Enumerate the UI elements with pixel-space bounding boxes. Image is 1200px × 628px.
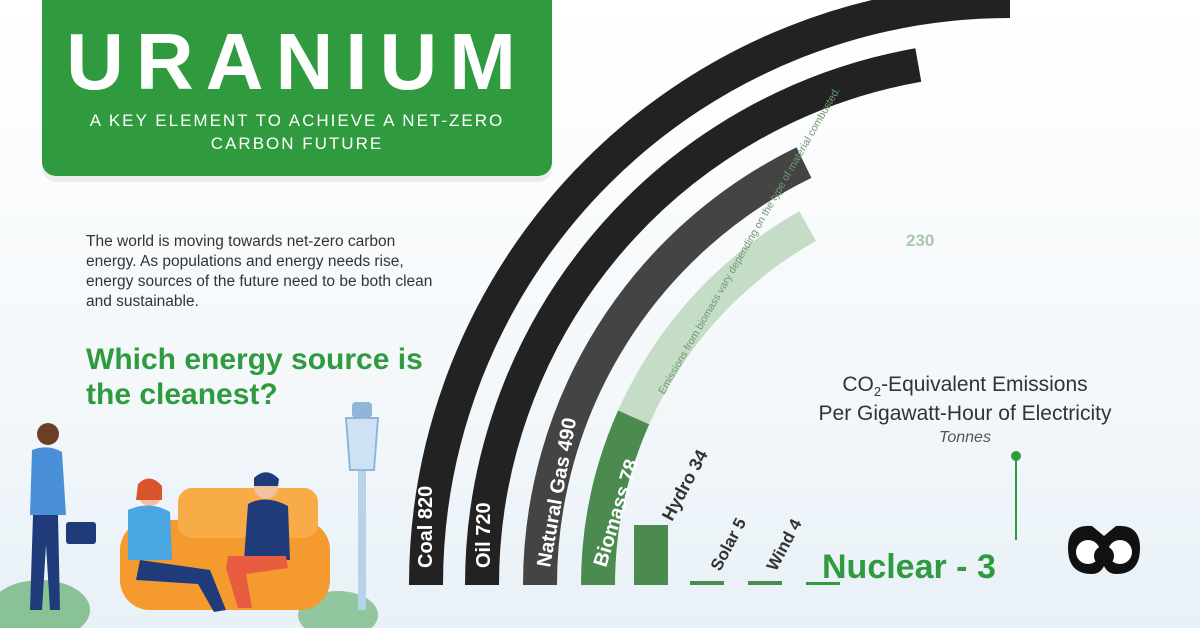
title-card: URANIUM A KEY ELEMENT TO ACHIEVE A NET-Z… xyxy=(42,0,552,176)
question-heading: Which energy source is the cleanest? xyxy=(86,343,423,412)
solar-label: Solar 5 xyxy=(707,515,750,574)
hydro-label: Hydro 34 xyxy=(658,446,712,523)
page-subtitle: A KEY ELEMENT TO ACHIEVE A NET-ZERO CARB… xyxy=(89,111,505,153)
coal-label: Coal 820 xyxy=(415,486,437,568)
chart-legend-title: CO2-Equivalent Emissions Per Gigawatt-Ho… xyxy=(770,372,1160,448)
biomass-bar xyxy=(581,410,650,586)
natural-gas-bar xyxy=(523,147,812,586)
biomass-range-value-label: 230 xyxy=(906,231,934,250)
nuclear-label: Nuclear - 3 xyxy=(822,548,996,586)
nuclear-bar xyxy=(806,582,840,585)
page-title: URANIUM xyxy=(66,17,528,106)
publisher-logo-icon xyxy=(1068,525,1140,574)
legend-line-1: CO2-Equivalent Emissions xyxy=(842,373,1088,400)
oil-bar xyxy=(465,48,922,586)
hydro-bar xyxy=(634,525,668,585)
oil-label: Oil 720 xyxy=(473,502,495,568)
intro-text: The world is moving towards net-zero car… xyxy=(86,233,433,311)
people-illustration xyxy=(0,402,380,628)
solar-bar xyxy=(690,581,724,585)
wind-label: Wind 4 xyxy=(763,515,806,573)
bars-layer xyxy=(409,0,1011,586)
legend-pin-dot xyxy=(1011,451,1021,461)
wind-bar xyxy=(748,581,782,585)
coal-bar xyxy=(409,0,1011,586)
legend-unit: Tonnes xyxy=(939,428,991,446)
legend-line-2: Per Gigawatt-Hour of Electricity xyxy=(818,401,1112,425)
